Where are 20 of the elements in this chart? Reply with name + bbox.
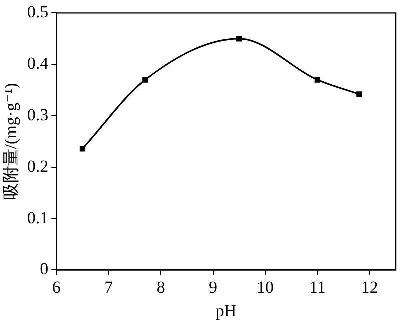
x-tick-label: 11	[310, 278, 326, 297]
x-axis-title: pH	[216, 301, 237, 320]
x-tick-label: 12	[361, 278, 378, 297]
y-axis-title: 吸附量/(mg·g⁻¹)	[2, 83, 21, 200]
point	[314, 77, 321, 83]
point	[236, 36, 242, 42]
x-tick-label: 7	[104, 278, 114, 297]
x-tick-label: 8	[156, 278, 166, 297]
x-tick-label: 9	[209, 278, 218, 297]
y-tick-label: 0.1	[27, 208, 49, 228]
y-tick-label: 0	[40, 260, 49, 279]
y-tick-label: 0.2	[27, 156, 49, 176]
y-tick-label: 0.5	[27, 2, 49, 22]
point	[80, 146, 86, 152]
point	[142, 77, 148, 83]
x-tick-label: 10	[256, 278, 274, 297]
y-tick-label: 0.4	[27, 54, 50, 74]
y-tick-label: 0.3	[27, 105, 49, 124]
point	[356, 92, 362, 98]
x-tick-label: 6	[52, 278, 61, 297]
